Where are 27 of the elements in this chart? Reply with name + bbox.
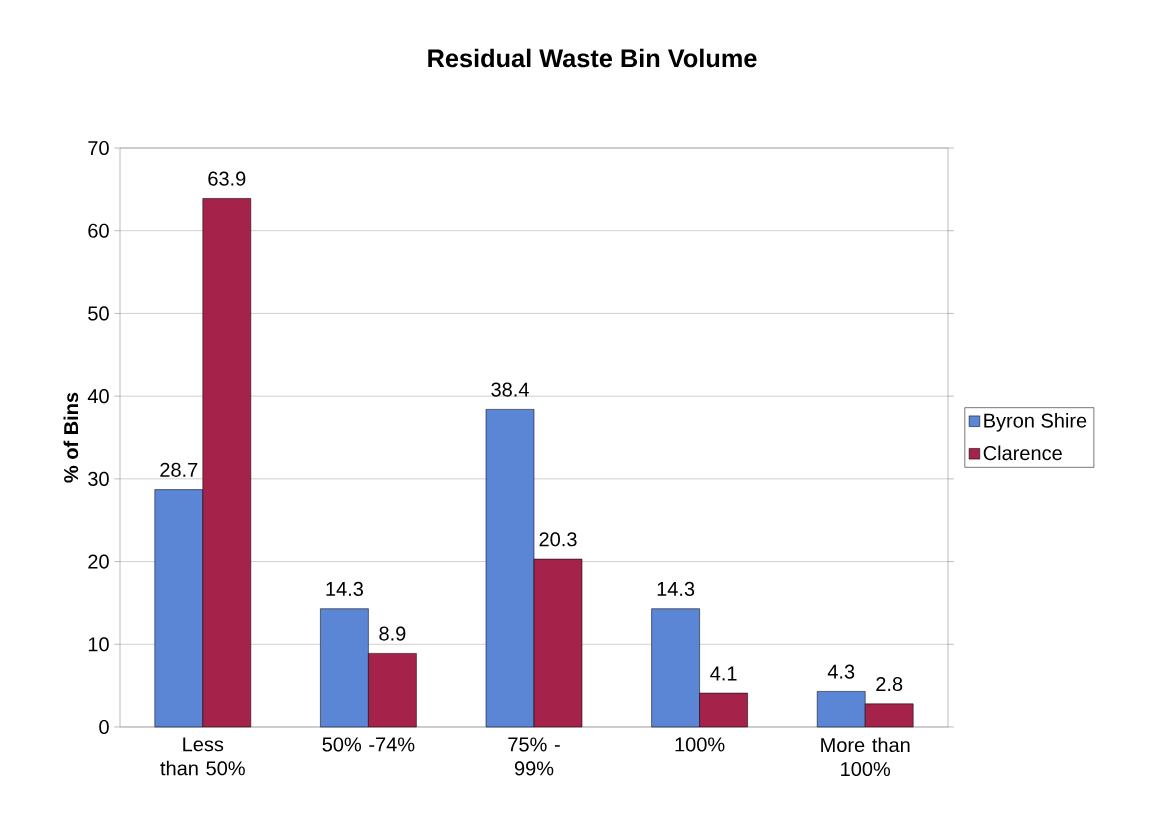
data-label: 63.9 (208, 171, 246, 186)
x-tick-label: 100% (675, 737, 725, 752)
y-tick-label: 20 (88, 554, 109, 569)
y-tick-label: 30 (88, 471, 109, 486)
data-label: 14.3 (326, 581, 363, 596)
y-tick-label: 60 (88, 223, 109, 238)
data-label: 2.8 (876, 676, 903, 692)
y-axis-title: % of Bins (63, 392, 79, 483)
legend-label: Clarence (983, 445, 1062, 461)
data-label: 4.3 (827, 664, 855, 679)
legend-label: Byron Shire (984, 413, 1087, 432)
data-label: 20.3 (539, 532, 577, 547)
x-tick-label: 50% -74% (322, 737, 415, 752)
data-label: 14.3 (657, 581, 695, 596)
data-label: 8.9 (379, 626, 406, 641)
y-tick-label: 50 (88, 306, 109, 321)
y-tick-label: 40 (87, 389, 109, 404)
x-tick-label: Less than 50% (160, 737, 245, 776)
chart-title: Residual Waste Bin Volume (428, 48, 757, 68)
data-label: 38.4 (491, 382, 529, 397)
y-tick-label: 70 (88, 140, 109, 156)
data-label: 28.7 (160, 462, 198, 477)
y-tick-label: 10 (88, 637, 109, 652)
x-tick-label: 75% - 99% (508, 737, 560, 776)
data-label: 4.1 (710, 666, 737, 681)
x-tick-label: More than 100% (821, 737, 910, 777)
y-tick-label: 0 (99, 719, 109, 735)
